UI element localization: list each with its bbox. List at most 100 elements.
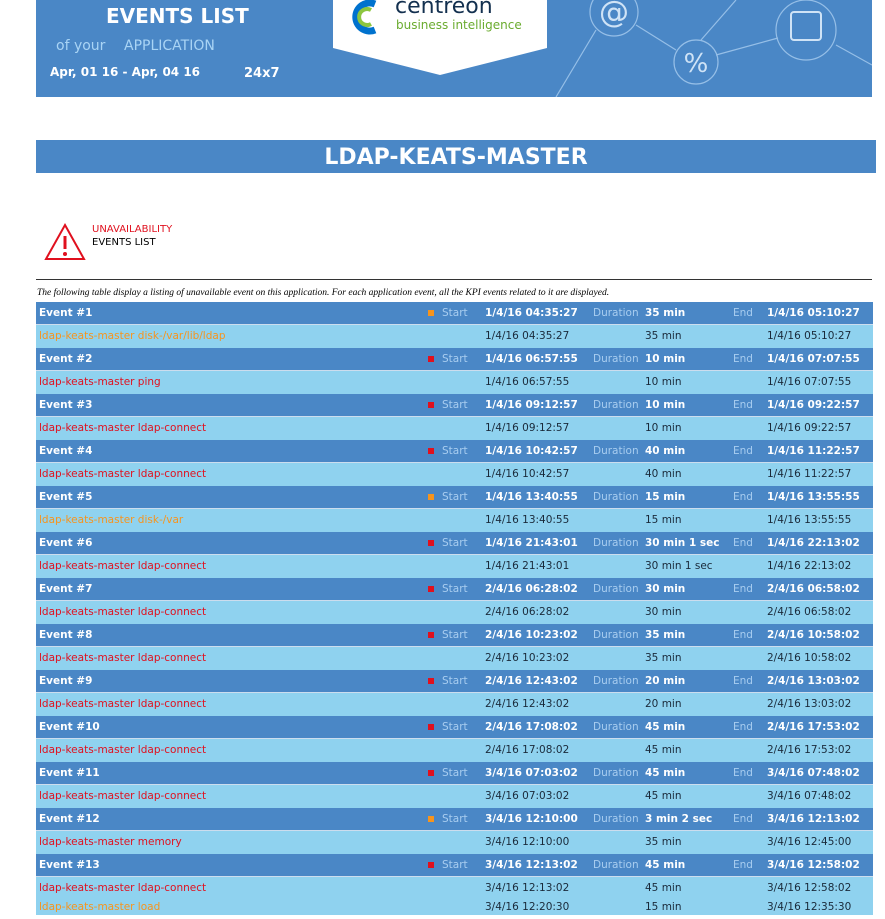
end-label: End	[733, 767, 753, 779]
event-start: 1/4/16 06:57:55	[485, 353, 578, 365]
event-name: Event #1	[39, 307, 93, 319]
severity-marker	[428, 678, 434, 684]
end-label: End	[733, 307, 753, 319]
start-label: Start	[442, 629, 468, 641]
logo-shape	[333, 0, 547, 75]
logo-tagline: business intelligence	[396, 18, 522, 32]
kpi-name: ldap-keats-master ldap-connect	[39, 698, 207, 710]
start-label: Start	[442, 767, 468, 779]
duration-label: Duration	[593, 491, 639, 503]
event-start: 3/4/16 07:03:02	[485, 767, 578, 779]
kpi-end: 3/4/16 12:35:30	[767, 901, 852, 913]
event-start: 1/4/16 13:40:55	[485, 491, 578, 503]
kpi-end: 1/4/16 05:10:27	[767, 330, 852, 342]
warning-icon	[44, 222, 86, 260]
event-row: Event #6 Start 1/4/16 21:43:01 Duration 30 m…	[36, 532, 873, 555]
end-label: End	[733, 721, 753, 733]
events-table: Event #1 Start 1/4/16 04:35:27 Duration 35 m…	[36, 302, 873, 915]
event-duration: 35 min	[645, 307, 686, 319]
kpi-start: 2/4/16 06:28:02	[485, 606, 570, 618]
kpi-start: 1/4/16 13:40:55	[485, 514, 570, 526]
header-title: EVENTS LIST	[106, 4, 249, 28]
event-row: Event #13 Start 3/4/16 12:13:02 Duration 45 …	[36, 854, 873, 877]
kpi-name: ldap-keats-master ldap-connect	[39, 560, 207, 572]
kpi-duration: 35 min	[645, 652, 682, 664]
event-name: Event #5	[39, 491, 93, 503]
severity-marker	[428, 816, 434, 822]
kpi-name: ldap-keats-master ldap-connect	[39, 744, 207, 756]
kpi-name: ldap-keats-master disk-/var/lib/ldap	[39, 330, 226, 342]
severity-marker	[428, 494, 434, 500]
event-row: Event #2 Start 1/4/16 06:57:55 Duration 10 m…	[36, 348, 873, 371]
start-label: Start	[442, 307, 468, 319]
event-duration: 10 min	[645, 353, 686, 365]
kpi-duration: 20 min	[645, 698, 682, 710]
event-start: 1/4/16 21:43:01	[485, 537, 578, 549]
event-end: 2/4/16 10:58:02	[767, 629, 860, 641]
event-row: Event #3 Start 1/4/16 09:12:57 Duration 10 m…	[36, 394, 873, 417]
duration-label: Duration	[593, 399, 639, 411]
kpi-name: ldap-keats-master memory	[39, 836, 182, 848]
event-row: Event #11 Start 3/4/16 07:03:02 Duration 45 …	[36, 762, 873, 785]
duration-label: Duration	[593, 767, 639, 779]
start-label: Start	[442, 675, 468, 687]
event-duration: 35 min	[645, 629, 686, 641]
event-name: Event #11	[39, 767, 100, 779]
duration-label: Duration	[593, 859, 639, 871]
start-label: Start	[442, 721, 468, 733]
start-label: Start	[442, 491, 468, 503]
event-duration: 30 min 1 sec	[645, 537, 720, 549]
start-label: Start	[442, 813, 468, 825]
kpi-name: ldap-keats-master ldap-connect	[39, 652, 207, 664]
start-label: Start	[442, 583, 468, 595]
kpi-duration: 30 min	[645, 606, 682, 618]
kpi-start: 3/4/16 12:20:30	[485, 901, 570, 913]
section-line1: UNAVAILABILITY	[92, 224, 173, 235]
header-of-your: of your	[56, 38, 106, 54]
kpi-name: ldap-keats-master load	[39, 901, 161, 913]
header-period: Apr, 01 16 - Apr, 04 16	[50, 65, 201, 79]
event-end: 2/4/16 06:58:02	[767, 583, 860, 595]
end-label: End	[733, 859, 753, 871]
kpi-row: ldap-keats-master ldap-connect 3/4/16 07:…	[36, 785, 873, 808]
event-name: Event #9	[39, 675, 93, 687]
kpi-end: 1/4/16 07:07:55	[767, 376, 852, 388]
end-label: End	[733, 537, 753, 549]
duration-label: Duration	[593, 537, 639, 549]
kpi-duration: 10 min	[645, 422, 682, 434]
kpi-duration: 35 min	[645, 330, 682, 342]
event-start: 3/4/16 12:10:00	[485, 813, 578, 825]
severity-marker	[428, 356, 434, 362]
kpi-start: 3/4/16 12:13:02	[485, 882, 570, 894]
kpi-row: ldap-keats-master ldap-connect 2/4/16 17:…	[36, 739, 873, 762]
logo-brand: centreon	[395, 0, 493, 19]
duration-label: Duration	[593, 307, 639, 319]
event-name: Event #3	[39, 399, 93, 411]
kpi-row: ldap-keats-master ldap-connect 2/4/16 10:…	[36, 647, 873, 670]
kpi-start: 2/4/16 12:43:02	[485, 698, 570, 710]
kpi-end: 3/4/16 07:48:02	[767, 790, 852, 802]
separator	[36, 279, 872, 280]
kpi-row: ldap-keats-master disk-/var 1/4/16 13:40:…	[36, 509, 873, 532]
kpi-start: 2/4/16 17:08:02	[485, 744, 570, 756]
event-start: 3/4/16 12:13:02	[485, 859, 578, 871]
event-duration: 15 min	[645, 491, 686, 503]
kpi-duration: 30 min 1 sec	[645, 560, 713, 572]
kpi-end: 3/4/16 12:45:00	[767, 836, 852, 848]
kpi-row: ldap-keats-master ldap-connect 1/4/16 10:…	[36, 463, 873, 486]
severity-marker	[428, 862, 434, 868]
event-duration: 10 min	[645, 399, 686, 411]
header-decoration: @ %	[555, 0, 872, 97]
event-end: 1/4/16 22:13:02	[767, 537, 860, 549]
kpi-end: 2/4/16 13:03:02	[767, 698, 852, 710]
event-start: 2/4/16 10:23:02	[485, 629, 578, 641]
event-duration: 45 min	[645, 859, 686, 871]
kpi-row: ldap-keats-master ldap-connect 2/4/16 06:…	[36, 601, 873, 624]
end-label: End	[733, 813, 753, 825]
kpi-start: 1/4/16 06:57:55	[485, 376, 570, 388]
start-label: Start	[442, 353, 468, 365]
kpi-name: ldap-keats-master ldap-connect	[39, 790, 207, 802]
event-start: 1/4/16 04:35:27	[485, 307, 578, 319]
kpi-name: ldap-keats-master disk-/var	[39, 514, 184, 526]
